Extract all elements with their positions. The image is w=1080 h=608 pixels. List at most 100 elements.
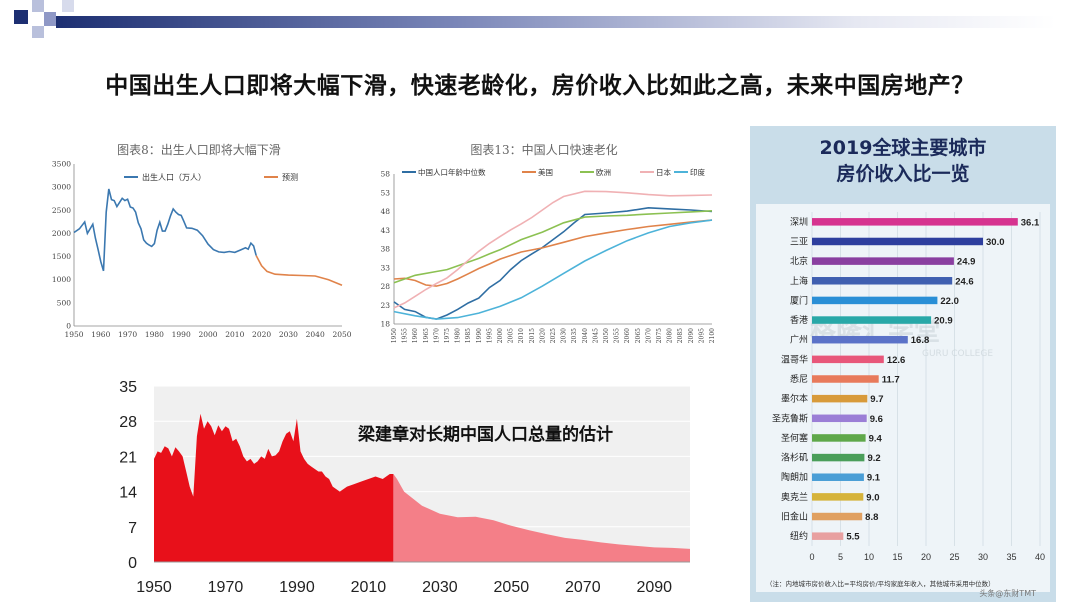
value-label: 16.8 xyxy=(911,335,930,346)
x-tick-label: 2055 xyxy=(614,328,621,343)
value-label: 9.1 xyxy=(867,473,881,484)
category-label: 深圳 xyxy=(790,217,808,228)
x-tick-label: 2015 xyxy=(529,328,536,343)
bar xyxy=(812,434,866,442)
population-chart: 0 7 14 21 28 35 1950 1970 1990 2010 2030 2050 2070 20… xyxy=(119,379,690,596)
legend-label: 预测 xyxy=(282,172,298,182)
x-tick-label: 2050 xyxy=(332,330,351,339)
y-tick-label: 3000 xyxy=(52,183,71,192)
chart-title: 图表13：中国人口快速老化 xyxy=(470,142,617,157)
y-tick-label: 1000 xyxy=(52,275,71,284)
category-label: 旧金山 xyxy=(781,511,808,523)
x-tick-label: 2045 xyxy=(592,328,599,343)
x-tick-label: 2090 xyxy=(688,328,695,343)
x-tick-label: 2050 xyxy=(494,579,530,596)
legend-label: 中国人口年龄中位数 xyxy=(418,167,486,177)
value-label: 9.0 xyxy=(866,492,879,503)
category-label: 奥克兰 xyxy=(781,491,808,503)
y-tick-label: 1500 xyxy=(52,252,71,261)
x-tick-label: 2035 xyxy=(571,328,578,343)
category-label: 广州 xyxy=(790,334,808,346)
x-tick-label: 2020 xyxy=(539,328,546,343)
x-tick-label: 2010 xyxy=(225,330,244,339)
x-tick-label: 2100 xyxy=(709,328,716,343)
bar xyxy=(812,296,938,305)
x-tick-label: 2050 xyxy=(603,328,610,343)
deco-square xyxy=(32,0,44,12)
series-line-5 xyxy=(393,219,713,320)
bar xyxy=(812,257,954,265)
y-tick-label: 2000 xyxy=(52,229,71,238)
x-tick-label: 2005 xyxy=(508,328,515,343)
y-tick-label: 23 xyxy=(380,301,390,310)
y-tick-label: 500 xyxy=(57,298,72,307)
category-label: 陶朗加 xyxy=(781,471,808,483)
x-tick-label: 30 xyxy=(978,552,988,562)
x-tick-label: 2085 xyxy=(677,328,684,343)
births-chart-panel: 图表8：出生人口即将大幅下滑 0 500 1000 1500 2000 2500 3000 35… xyxy=(46,138,352,348)
y-tick-label: 21 xyxy=(119,449,137,466)
x-tick-label: 1950 xyxy=(391,328,398,343)
x-tick-label: 15 xyxy=(892,552,902,562)
bar xyxy=(812,532,844,540)
bar xyxy=(812,375,879,383)
x-tick-label: 1960 xyxy=(91,330,110,339)
category-label: 悉尼 xyxy=(790,373,808,385)
x-tick-label: 2070 xyxy=(645,328,652,343)
legend-label: 印度 xyxy=(690,167,705,177)
y-tick-label: 18 xyxy=(380,320,390,329)
y-tick-label: 2500 xyxy=(52,206,71,215)
y-tick-label: 33 xyxy=(380,263,390,272)
x-tick-label: 1990 xyxy=(279,579,315,596)
x-tick-label: 1955 xyxy=(402,328,409,343)
x-tick-label: 1970 xyxy=(118,330,137,339)
legend-label: 欧洲 xyxy=(596,167,611,177)
y-tick-label: 28 xyxy=(380,282,390,291)
bar xyxy=(812,355,884,364)
y-tick-label: 58 xyxy=(380,170,390,179)
area-series-2 xyxy=(393,474,690,562)
deco-square xyxy=(62,0,74,12)
series-line-2 xyxy=(393,219,713,287)
chart-title: 2019全球主要城市 xyxy=(820,136,987,159)
y-tick-label: 7 xyxy=(128,520,137,537)
x-tick-label: 5 xyxy=(838,552,843,562)
x-tick-label: 25 xyxy=(949,552,959,562)
x-tick-label: 2040 xyxy=(582,328,589,343)
x-tick-label: 1980 xyxy=(455,328,462,343)
x-tick-label: 1950 xyxy=(64,330,83,339)
category-label: 香港 xyxy=(790,314,808,326)
x-tick-label: 1965 xyxy=(423,328,430,343)
y-tick-label: 0 xyxy=(66,322,71,331)
series-line-1 xyxy=(73,188,257,272)
x-tick-label: 2030 xyxy=(422,579,458,596)
category-label: 洛杉矶 xyxy=(781,452,808,464)
bar xyxy=(812,277,953,285)
y-tick-label: 43 xyxy=(380,226,390,235)
watermark-sub: GURU COLLEGE xyxy=(922,349,993,359)
x-tick-label: 2070 xyxy=(565,579,601,596)
chart-title: 图表8：出生人口即将大幅下滑 xyxy=(117,142,281,157)
bar xyxy=(812,493,864,501)
x-tick-label: 20 xyxy=(921,552,931,562)
value-label: 24.9 xyxy=(957,257,976,268)
category-label: 上海 xyxy=(790,275,808,287)
x-tick-label: 2000 xyxy=(497,328,504,343)
x-tick-label: 2010 xyxy=(518,328,525,343)
value-label: 5.5 xyxy=(846,532,860,543)
x-tick-label: 1970 xyxy=(208,579,244,596)
credit: 头条@东财TMT xyxy=(979,588,1036,598)
x-tick-label: 2095 xyxy=(698,328,705,343)
y-tick-label: 35 xyxy=(119,379,137,396)
x-tick-label: 1970 xyxy=(433,328,440,343)
y-tick-label: 38 xyxy=(380,245,390,254)
header-bar xyxy=(56,16,1056,28)
category-label: 墨尔本 xyxy=(781,393,808,405)
area-series-1 xyxy=(154,413,394,562)
x-tick-label: 1995 xyxy=(486,328,493,343)
y-tick-label: 3500 xyxy=(52,160,71,169)
value-label: 8.8 xyxy=(865,512,878,523)
value-label: 9.6 xyxy=(870,414,883,425)
value-label: 36.1 xyxy=(1021,217,1040,228)
